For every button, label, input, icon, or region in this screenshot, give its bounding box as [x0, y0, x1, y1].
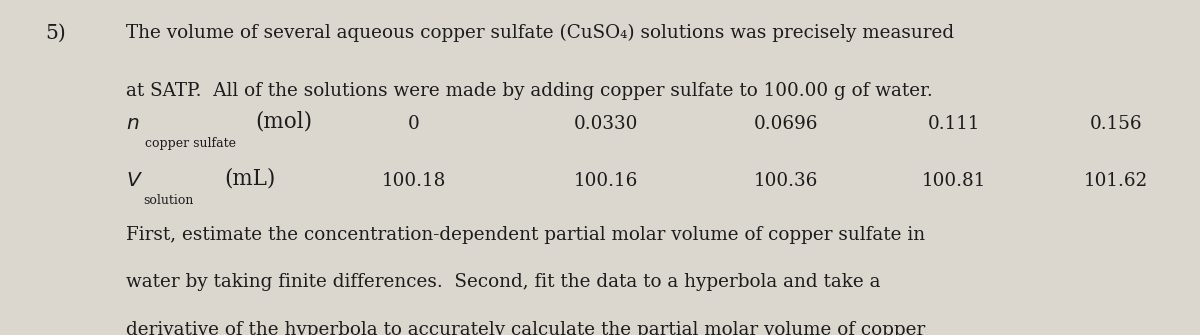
Text: 100.18: 100.18	[382, 172, 446, 190]
Text: $\mathit{n}$: $\mathit{n}$	[126, 114, 139, 133]
Text: $\mathit{V}$: $\mathit{V}$	[126, 171, 143, 190]
Text: 0.111: 0.111	[928, 115, 980, 133]
Text: copper sulfate: copper sulfate	[145, 137, 236, 150]
Text: derivative of the hyperbola to accurately calculate the partial molar volume of : derivative of the hyperbola to accuratel…	[126, 321, 925, 335]
Text: (mL): (mL)	[224, 167, 276, 189]
Text: 0.0696: 0.0696	[754, 115, 818, 133]
Text: solution: solution	[143, 194, 193, 207]
Text: 0.0330: 0.0330	[574, 115, 638, 133]
Text: 0: 0	[408, 115, 420, 133]
Text: 100.81: 100.81	[922, 172, 986, 190]
Text: 101.62: 101.62	[1084, 172, 1148, 190]
Text: 100.16: 100.16	[574, 172, 638, 190]
Text: 5): 5)	[46, 23, 66, 43]
Text: (mol): (mol)	[256, 110, 313, 132]
Text: 0.156: 0.156	[1090, 115, 1142, 133]
Text: water by taking finite differences.  Second, fit the data to a hyperbola and tak: water by taking finite differences. Seco…	[126, 273, 881, 291]
Text: First, estimate the concentration-dependent partial molar volume of copper sulfa: First, estimate the concentration-depend…	[126, 225, 925, 244]
Text: at SATP.  All of the solutions were made by adding copper sulfate to 100.00 g of: at SATP. All of the solutions were made …	[126, 82, 932, 100]
Text: 100.36: 100.36	[754, 172, 818, 190]
Text: The volume of several aqueous copper sulfate (CuSO₄) solutions was precisely mea: The volume of several aqueous copper sul…	[126, 23, 954, 42]
